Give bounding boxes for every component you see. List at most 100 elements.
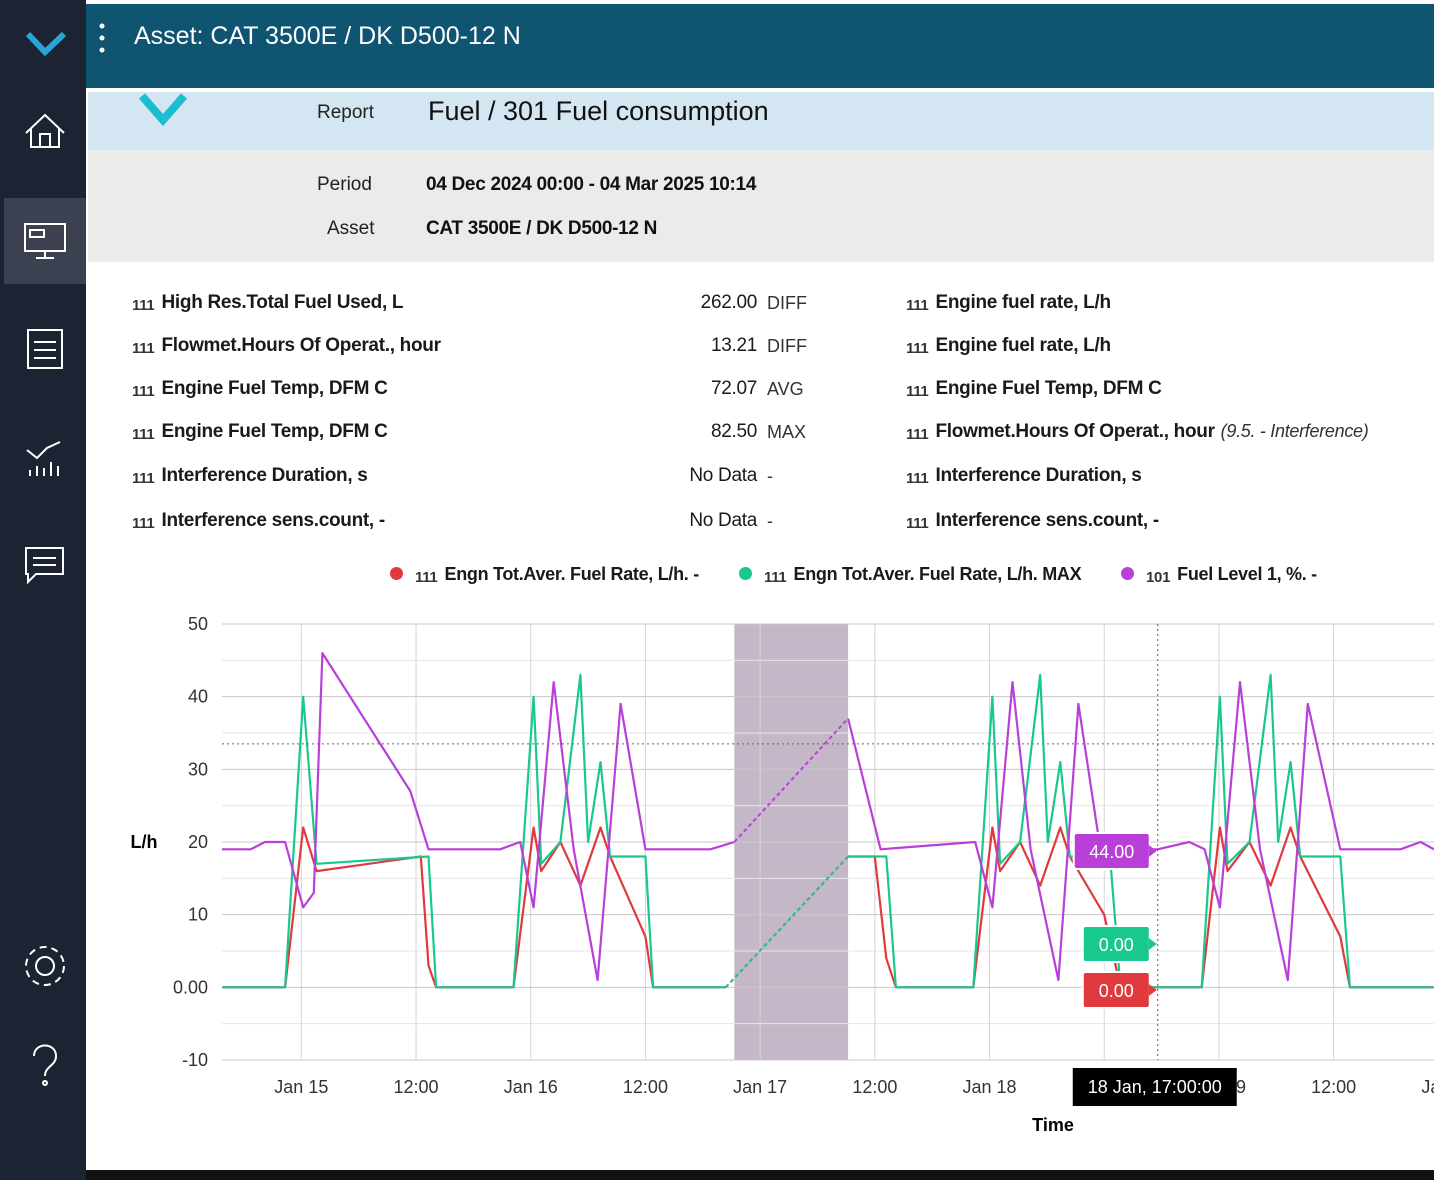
summary-value: 262.00 xyxy=(701,292,757,314)
legend-swatch xyxy=(739,567,752,580)
summary-agg: DIFF xyxy=(767,293,807,314)
tooltip-value: 0.00 xyxy=(1099,935,1134,955)
legend-label: Fuel Level 1, %. - xyxy=(1177,564,1317,584)
summary-row: 111 Interference Duration, s xyxy=(906,465,1142,487)
y-tick-label: 10 xyxy=(188,905,208,925)
signal-code: 111 xyxy=(906,383,928,400)
x-tick-label: 12:00 xyxy=(1311,1077,1356,1097)
signal-label: Engine Fuel Temp, DFM C xyxy=(935,378,1161,399)
tooltip-pointer xyxy=(1149,938,1157,950)
summary-value: No Data xyxy=(689,465,757,487)
signal-label: Engine Fuel Temp, DFM C xyxy=(161,421,387,442)
summary-row: 111Engine Fuel Temp, DFM C xyxy=(132,378,388,400)
menu-chevron[interactable] xyxy=(28,34,64,52)
signal-code: 111 xyxy=(906,470,928,487)
x-tick-label: Jan 15 xyxy=(274,1077,328,1097)
x-tick-label: Jan 20 xyxy=(1421,1077,1434,1097)
signal-code: 111 xyxy=(764,569,786,586)
signal-code: 111 xyxy=(132,515,154,532)
asset-label: Asset xyxy=(327,218,375,240)
x-tick-label: Jan 18 xyxy=(963,1077,1017,1097)
signal-code: 111 xyxy=(906,426,928,443)
signal-label: Engine Fuel Temp, DFM C xyxy=(161,378,387,399)
summary-agg: AVG xyxy=(767,379,804,400)
bottom-border xyxy=(86,1170,1434,1180)
signal-label: Interference Duration, s xyxy=(161,465,367,486)
summary-value: 72.07 xyxy=(711,378,757,400)
signal-code: 111 xyxy=(132,426,154,443)
summary-agg: - xyxy=(767,511,773,532)
collapse-icon[interactable] xyxy=(138,92,188,132)
help-icon[interactable] xyxy=(34,1046,56,1086)
message-icon[interactable] xyxy=(26,548,63,582)
time-tooltip-label: 18 Jan, 17:00:00 xyxy=(1088,1077,1222,1097)
summary-row: 111 Engine Fuel Temp, DFM C xyxy=(132,421,388,443)
x-tick-label: Jan 17 xyxy=(733,1077,787,1097)
signal-code: 111 xyxy=(906,297,928,314)
signal-code: 111 xyxy=(132,470,154,487)
signal-label: Interference sens.count, - xyxy=(161,510,384,531)
x-tick-label: Jan 16 xyxy=(504,1077,558,1097)
top-bar: Asset: CAT 3500E / DK D500-12 N xyxy=(86,4,1434,88)
legend-swatch xyxy=(390,567,403,580)
summary-value: 13.21 xyxy=(711,335,757,357)
summary-agg: MAX xyxy=(767,422,806,443)
signal-code: 111 xyxy=(132,297,154,314)
sidebar xyxy=(0,0,86,1180)
summary-row: 111 Interference sens.count, - xyxy=(132,510,385,532)
y-tick-label: -10 xyxy=(182,1050,208,1070)
y-tick-label: 0.00 xyxy=(173,977,208,997)
signal-code: 111 xyxy=(415,569,437,586)
signal-label: Interference Duration, s xyxy=(935,465,1141,486)
home-icon[interactable] xyxy=(26,115,64,147)
summary-value: No Data xyxy=(689,510,757,532)
tooltip-value: 44.00 xyxy=(1089,842,1134,862)
report-label: Report xyxy=(317,102,374,124)
signal-label: Flowmet.Hours Of Operat., hour xyxy=(935,421,1214,442)
summary-row: 111 High Res.Total Fuel Used, L xyxy=(132,292,403,314)
legend-label: Engn Tot.Aver. Fuel Rate, L/h. - xyxy=(444,564,698,584)
settings-icon[interactable] xyxy=(26,947,64,985)
signal-label: Engine fuel rate, L/h xyxy=(935,292,1110,313)
legend-item: 111 Engn Tot.Aver. Fuel Rate, L/h. - xyxy=(390,564,699,585)
y-tick-label: 30 xyxy=(188,759,208,779)
signal-code: 111 xyxy=(906,340,928,357)
summary-row: 111 Engine Fuel Temp, DFM C xyxy=(906,378,1162,400)
summary-row: 111 Interference sens.count, - xyxy=(906,510,1159,532)
y-tick-label: 20 xyxy=(188,832,208,852)
report-banner: Report Fuel / 301 Fuel consumption xyxy=(88,92,1434,150)
period-value: 04 Dec 2024 00:00 - 04 Mar 2025 10:14 xyxy=(426,174,756,196)
legend-item: 111 Engn Tot.Aver. Fuel Rate, L/h. MAX xyxy=(739,564,1081,585)
summary-agg: - xyxy=(767,466,773,487)
summary-row: 111Flowmet.Hours Of Operat., hour xyxy=(132,335,441,357)
asset-value: CAT 3500E / DK D500-12 N xyxy=(426,218,657,240)
more-icon[interactable] xyxy=(96,22,108,62)
x-tick-label: 12:00 xyxy=(852,1077,897,1097)
signal-code: 101 xyxy=(1146,569,1170,586)
sidebar-icons xyxy=(0,0,86,1180)
summary-row: 111 Flowmet.Hours Of Operat., hour (9.5. -… xyxy=(906,421,1368,443)
chart-icon[interactable] xyxy=(27,442,60,476)
signal-note: (9.5. - Interference) xyxy=(1221,421,1369,441)
period-label: Period xyxy=(317,174,372,196)
y-tick-label: 50 xyxy=(188,614,208,634)
asset-title: Asset: CAT 3500E / DK D500-12 N xyxy=(134,22,521,51)
tooltip-pointer xyxy=(1149,845,1157,857)
tooltip-value: 0.00 xyxy=(1099,981,1134,1001)
report-meta: Period 04 Dec 2024 00:00 - 04 Mar 2025 1… xyxy=(88,150,1434,262)
x-axis-title: Time xyxy=(1032,1115,1074,1135)
summary-row: 111Engine fuel rate, L/h xyxy=(906,335,1111,357)
tooltip-pointer xyxy=(1149,984,1157,996)
summary-row: 111 Interference Duration, s xyxy=(132,465,368,487)
signal-label: High Res.Total Fuel Used, L xyxy=(161,292,403,313)
signal-code: 111 xyxy=(132,340,154,357)
legend-item: 101 Fuel Level 1, %. - xyxy=(1121,564,1317,585)
signal-label: Interference sens.count, - xyxy=(935,510,1158,531)
y-axis-title: L/h xyxy=(131,832,158,852)
summary-agg: DIFF xyxy=(767,336,807,357)
legend-label: Engn Tot.Aver. Fuel Rate, L/h. MAX xyxy=(793,564,1081,584)
signal-code: 111 xyxy=(906,515,928,532)
y-tick-label: 40 xyxy=(188,687,208,707)
report-icon[interactable] xyxy=(28,330,62,368)
